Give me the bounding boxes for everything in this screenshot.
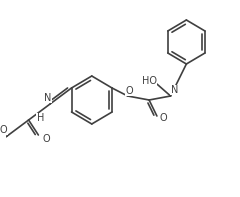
Text: O: O (160, 113, 168, 123)
Text: O: O (126, 86, 133, 96)
Text: N: N (171, 85, 178, 95)
Text: HO: HO (142, 76, 157, 86)
Text: H: H (37, 113, 44, 123)
Text: N: N (44, 93, 52, 103)
Text: O: O (42, 134, 50, 144)
Text: O: O (0, 125, 7, 135)
